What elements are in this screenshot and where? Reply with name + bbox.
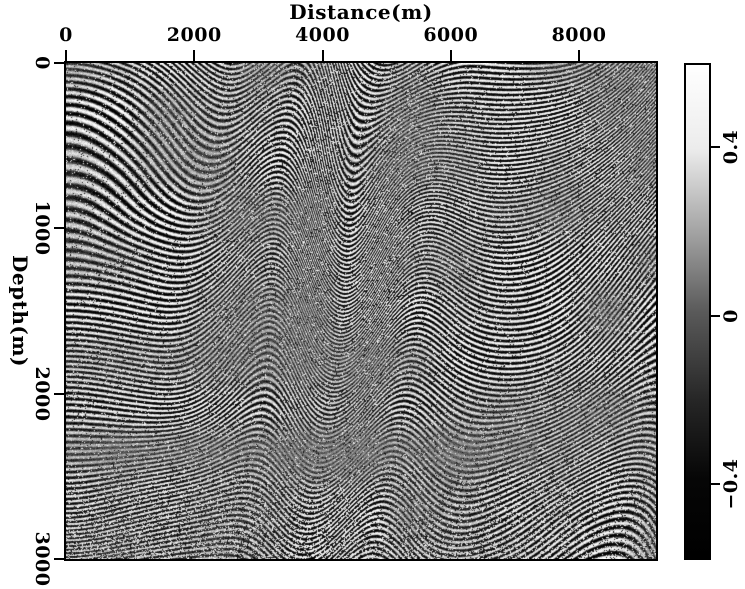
- y-tick-label: 2000: [31, 366, 53, 422]
- y-tick-label: 3000: [31, 531, 53, 587]
- x-tick-mark: [193, 50, 196, 61]
- x-tick-label: 4000: [295, 24, 350, 46]
- x-tick-mark: [65, 50, 67, 61]
- seismic-image-frame: [64, 61, 658, 561]
- x-tick-mark: [449, 50, 452, 61]
- seismic-image: [66, 63, 656, 559]
- colorbar-tick-mark: [711, 483, 720, 486]
- y-tick-mark: [54, 392, 65, 395]
- y-axis-title: Depth(m): [8, 255, 32, 367]
- colorbar-tick-label: 0.4: [720, 129, 742, 165]
- colorbar-tick-label: 0: [720, 308, 742, 323]
- x-axis-title: Distance(m): [289, 0, 433, 24]
- x-tick-label: 0: [59, 24, 73, 46]
- y-tick-mark: [54, 227, 65, 230]
- x-tick-label: 2000: [166, 24, 222, 46]
- y-tick-label: 0: [31, 56, 53, 70]
- y-tick-mark: [54, 62, 65, 64]
- y-tick-mark: [54, 558, 65, 560]
- x-tick-mark: [578, 50, 581, 61]
- colorbar-tick-mark: [711, 314, 720, 317]
- colorbar: [684, 63, 711, 560]
- x-tick-label: 8000: [551, 24, 607, 46]
- colorbar-tick-mark: [711, 146, 720, 149]
- colorbar-tick-label: −0.4: [720, 458, 742, 510]
- x-tick-label: 6000: [423, 24, 479, 46]
- x-tick-mark: [321, 50, 324, 61]
- y-tick-label: 1000: [31, 200, 53, 256]
